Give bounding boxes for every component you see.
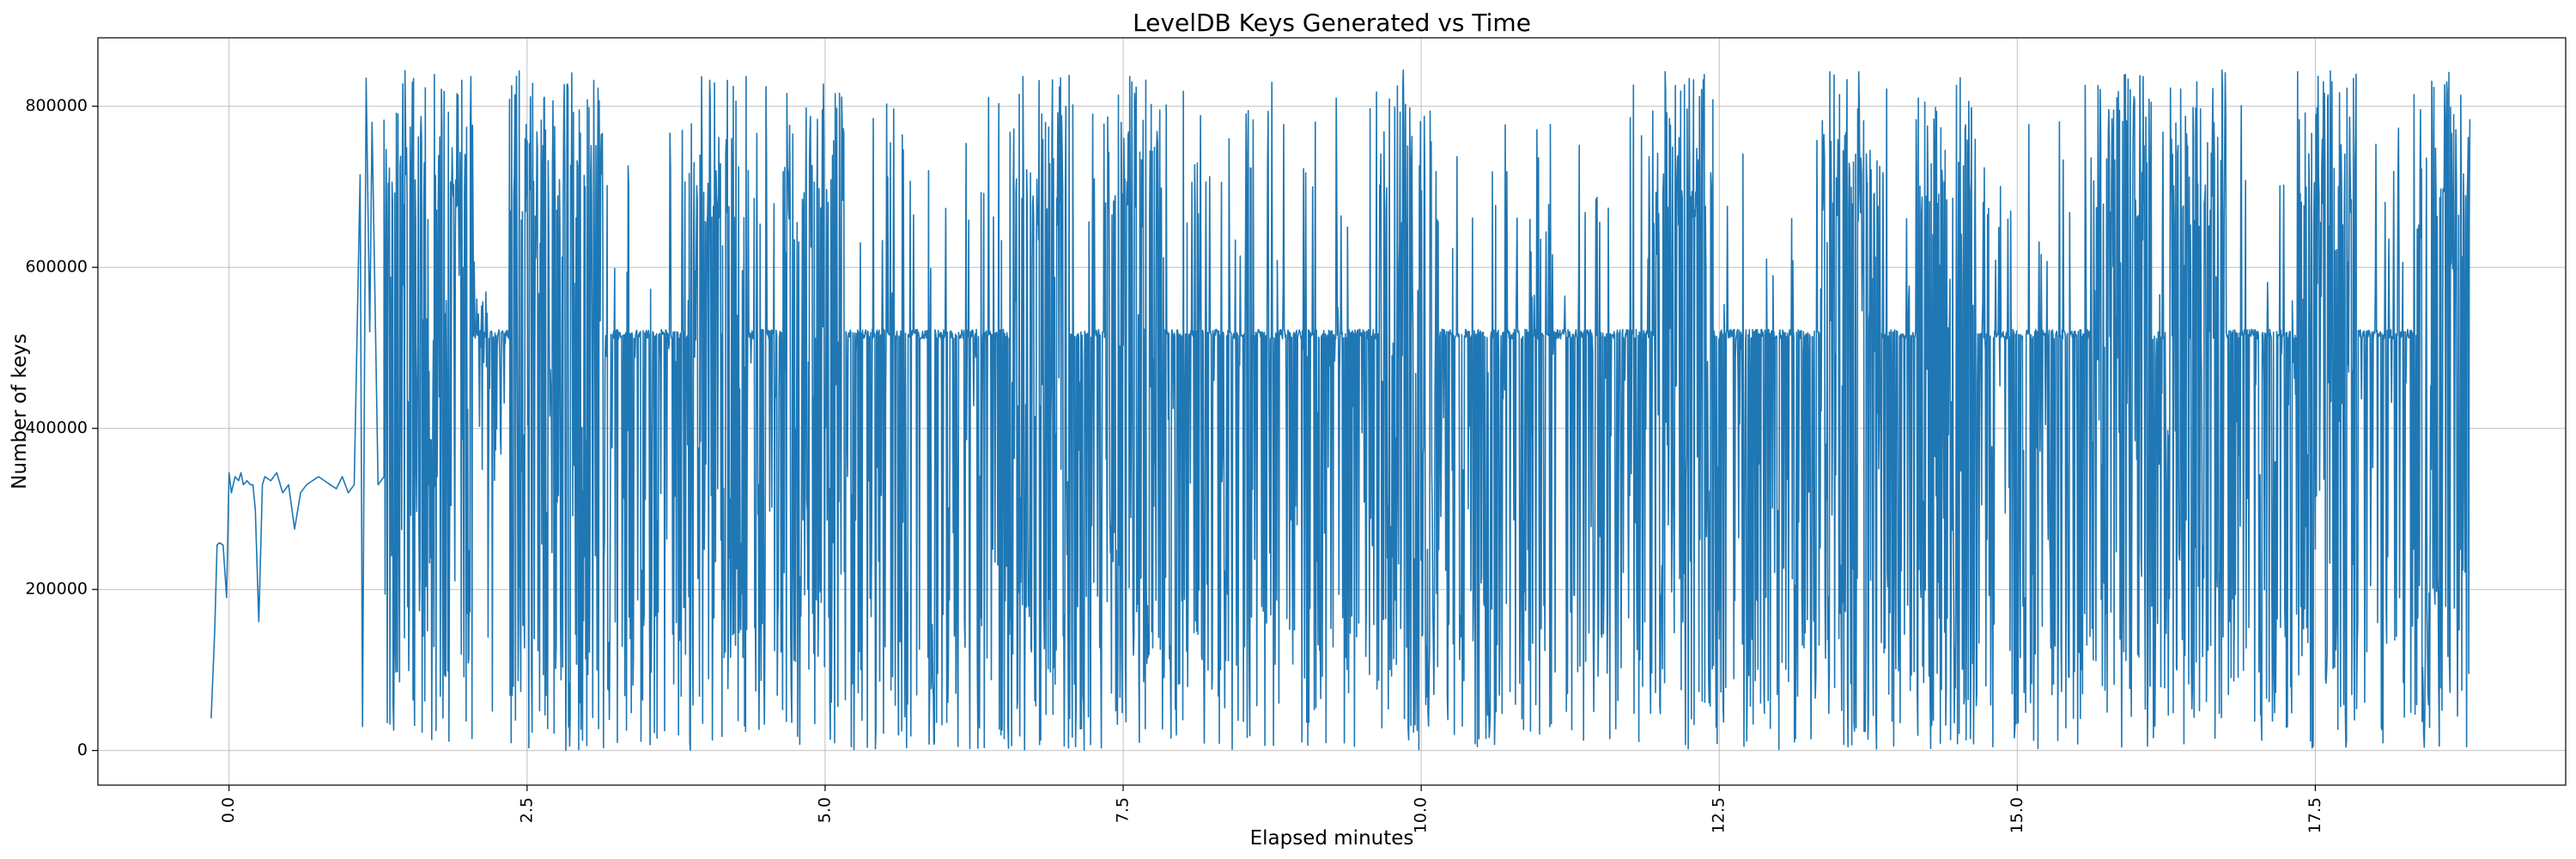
y-tick-label: 800000 <box>25 96 88 115</box>
chart-title: LevelDB Keys Generated vs Time <box>1133 9 1531 37</box>
x-tick-label: 17.5 <box>2306 797 2324 833</box>
y-tick-label: 0 <box>77 740 88 759</box>
series-line-segment <box>2185 69 2294 741</box>
y-tick-label: 200000 <box>25 580 88 599</box>
series-line-segment <box>2400 71 2471 748</box>
y-axis-title: Number of keys <box>9 333 31 489</box>
y-tick-label: 400000 <box>25 418 88 437</box>
series-line-segment <box>790 83 900 751</box>
x-axis-ticks: 0.0 2.5 5.0 7.5 10.0 12.5 15.0 17.5 <box>219 785 2324 833</box>
series-line-segment <box>1327 69 1436 751</box>
series-line-segment <box>1219 82 1328 751</box>
series-line-segment <box>1756 70 1865 751</box>
series-line-segment <box>1649 70 1758 750</box>
series-line-segment <box>468 70 578 752</box>
series-lines <box>210 69 2471 752</box>
series-line-segment <box>897 96 1007 750</box>
series-line-segment <box>1971 107 2080 749</box>
x-tick-label: 2.5 <box>517 797 536 823</box>
x-tick-label: 12.5 <box>1710 797 1728 833</box>
x-axis-title: Elapsed minutes <box>1250 827 1414 850</box>
series-line-segment <box>575 79 685 751</box>
series-line-segment <box>2293 70 2402 749</box>
x-tick-label: 0.0 <box>219 797 238 823</box>
x-tick-label: 10.0 <box>1412 797 1431 833</box>
series-line-segment <box>1863 76 1972 750</box>
x-tick-label: 15.0 <box>2008 797 2026 833</box>
series-line-segment <box>1005 75 1115 751</box>
series-line-segment <box>1434 124 1543 747</box>
series-line-segment <box>683 76 793 752</box>
x-tick-label: 5.0 <box>815 797 834 823</box>
y-tick-label: 600000 <box>25 258 88 277</box>
series-line-segment <box>210 70 471 742</box>
series-line-segment <box>1541 84 1650 742</box>
series-line-segment <box>2078 74 2187 748</box>
series-line-segment <box>1112 76 1222 745</box>
y-axis-ticks: 0 200000 400000 600000 800000 <box>25 96 98 759</box>
axes-frame <box>97 37 2567 786</box>
x-tick-label: 7.5 <box>1114 797 1133 823</box>
